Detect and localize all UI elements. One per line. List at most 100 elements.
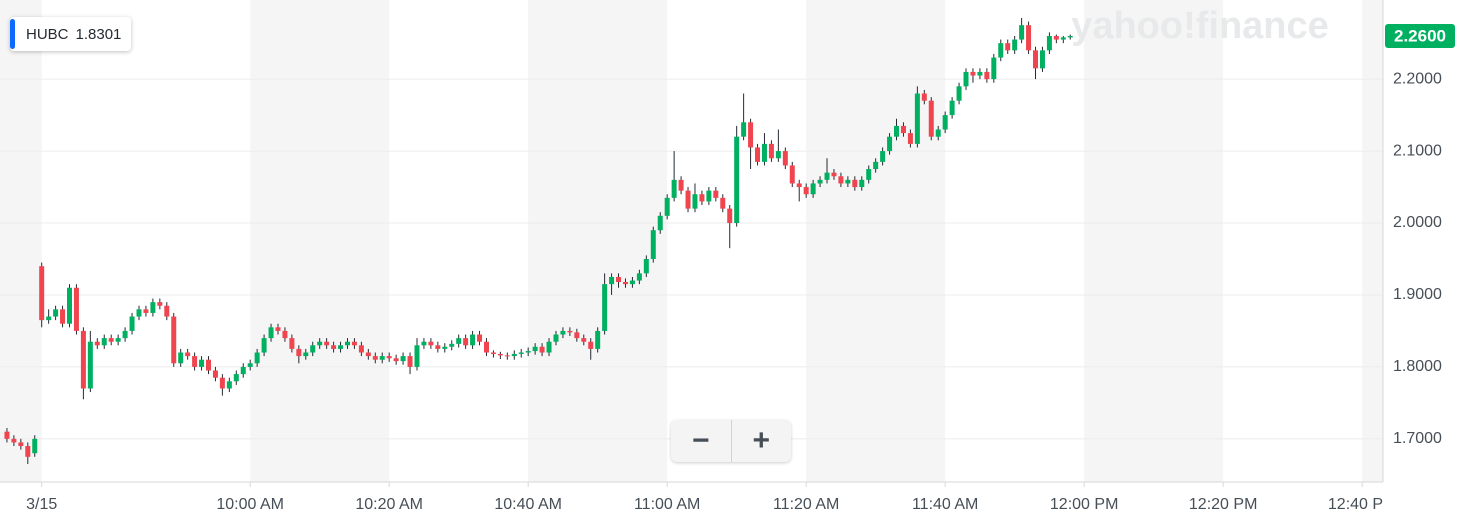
legend-value: 1.8301 <box>75 25 122 43</box>
x-tick-label: 11:20 AM <box>773 496 839 513</box>
candle-body <box>775 151 781 159</box>
candle-body <box>699 194 705 202</box>
candle-body <box>595 330 601 349</box>
candle-body <box>866 169 872 180</box>
candle-body <box>282 330 288 339</box>
candle-body <box>894 125 900 137</box>
watermark: yahoo!finance <box>1071 5 1329 47</box>
y-tick-label: 2.2000 <box>1393 70 1442 87</box>
x-tick-label: 10:40 AM <box>494 496 562 513</box>
candle-body <box>53 309 59 317</box>
candle-body <box>372 356 378 360</box>
x-tick-label: 11:40 AM <box>912 496 978 513</box>
candle-body <box>1067 35 1073 38</box>
candle-body <box>344 341 350 346</box>
candle-body <box>87 341 93 389</box>
y-tick-label: 2.1000 <box>1393 142 1442 159</box>
candle-body <box>421 341 427 346</box>
candle-body <box>101 338 107 346</box>
candle-body <box>358 345 364 353</box>
candle-body <box>157 302 163 306</box>
candle-body <box>581 338 587 342</box>
candle-body <box>435 345 441 349</box>
candle-body <box>199 359 205 367</box>
candle-body <box>650 230 656 259</box>
candle-body <box>629 280 635 285</box>
candle-body <box>247 363 253 367</box>
candle-body <box>275 327 281 331</box>
candle-body <box>324 341 330 346</box>
candle-body <box>254 352 260 364</box>
candle-body <box>477 334 483 342</box>
x-tick-label: 12:20 PM <box>1189 496 1257 513</box>
candle-body <box>852 179 858 188</box>
candle-body <box>734 136 740 224</box>
zoom-out-button[interactable]: − <box>671 420 732 462</box>
candle-body <box>602 284 608 331</box>
candle-body <box>970 71 976 76</box>
candle-body <box>900 125 906 134</box>
candle-body <box>532 346 538 352</box>
candle-body <box>1046 35 1052 51</box>
background-band <box>806 0 946 482</box>
candle-body <box>949 100 955 116</box>
candle-body <box>18 442 24 447</box>
candle-body <box>1033 50 1039 69</box>
candle-body <box>449 343 455 347</box>
candle-body <box>80 330 86 389</box>
candle-body <box>928 100 934 137</box>
candle-body <box>518 352 524 354</box>
candle-body <box>720 197 726 209</box>
candle-body <box>657 215 663 231</box>
y-tick-label: 1.9000 <box>1393 286 1442 303</box>
candle-body <box>588 341 594 349</box>
candle-body <box>761 143 767 162</box>
candle-body <box>567 330 573 333</box>
candle-body <box>129 316 135 331</box>
candle-body <box>678 179 684 191</box>
candle-body <box>338 345 344 349</box>
candle-body <box>185 352 191 357</box>
candle-body <box>268 327 274 339</box>
background-band <box>250 0 390 482</box>
candle-body <box>525 351 531 353</box>
candle-body <box>393 358 399 362</box>
candle-body <box>1012 39 1018 51</box>
x-tick-label: 10:20 AM <box>355 496 423 513</box>
candle-body <box>60 309 66 324</box>
x-tick-label: 10:00 AM <box>216 496 284 513</box>
candle-body <box>873 161 879 170</box>
candle-body <box>942 115 948 130</box>
candle-body <box>803 187 809 195</box>
candle-body <box>622 282 628 285</box>
candle-body <box>240 366 246 375</box>
candle-body <box>706 190 712 202</box>
candle-body <box>331 345 337 349</box>
candle-body <box>1039 50 1045 69</box>
candle-body <box>442 346 448 349</box>
candle-body <box>824 172 830 180</box>
candle-body <box>511 353 517 357</box>
candle-body <box>504 355 510 357</box>
candle-body <box>386 356 392 359</box>
background-band <box>528 0 668 482</box>
candle-body <box>616 276 622 283</box>
legend-name: HUBC <box>26 25 69 43</box>
x-tick-label: 11:00 AM <box>634 496 700 513</box>
last-price-tag <box>1385 23 1455 48</box>
x-tick-label: 12:40 PM <box>1328 496 1396 513</box>
candle-body <box>226 381 232 389</box>
last-price-label: 2.2600 <box>1394 26 1446 45</box>
candle-body <box>963 71 969 87</box>
candle-body <box>66 287 72 324</box>
candle-body <box>1026 25 1032 51</box>
background-band <box>1084 0 1224 482</box>
candle-body <box>490 352 496 354</box>
candle-body <box>470 334 476 346</box>
y-tick-label: 2.0000 <box>1393 214 1442 231</box>
candle-body <box>574 332 580 339</box>
zoom-in-button[interactable]: + <box>752 424 771 457</box>
candle-body <box>636 273 642 281</box>
